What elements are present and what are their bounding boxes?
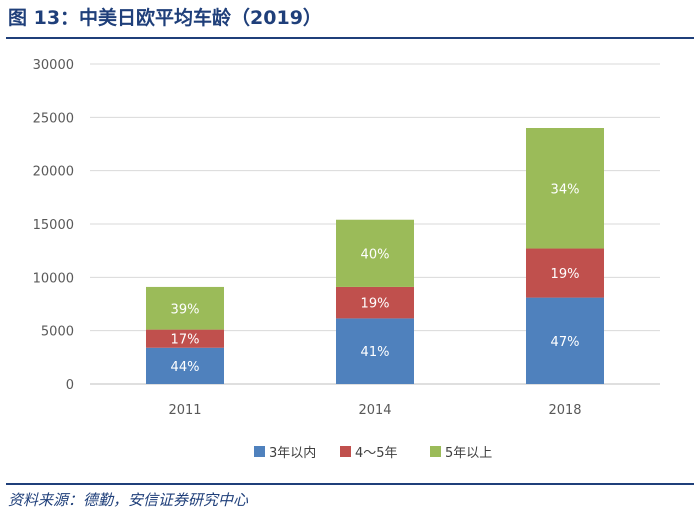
legend-swatch [254,446,265,457]
legend-label: 3年以内 [269,445,316,461]
bar-segment [336,219,414,287]
data-label: 41% [361,345,390,360]
figure-source: 资料来源：德勤，安信证券研究中心 [8,491,249,509]
data-label: 47% [551,335,580,350]
bar-segment [146,347,224,384]
figure-title: 图 13：中美日欧平均车龄（2019） [8,7,322,29]
legend: 3年以内 4～5年 5年以上 [254,445,492,461]
data-label: 17% [171,333,200,348]
y-tick-label: 15000 [33,218,74,233]
legend-swatch [340,446,351,457]
y-tick-label: 25000 [33,111,74,126]
data-label: 39% [171,302,200,317]
y-tick-label: 20000 [33,165,74,180]
data-label: 34% [551,182,580,197]
legend-label: 5年以上 [445,446,492,461]
x-tick-label: 2018 [548,403,581,418]
y-tick-label: 10000 [33,271,74,286]
bar-segment [526,128,604,249]
legend-swatch [430,446,441,457]
bar-segment [146,286,224,330]
y-tick-label: 30000 [33,58,74,73]
data-label: 19% [361,297,390,312]
x-tick-label: 2011 [168,403,201,418]
source-rule [6,483,694,485]
bar-segment [146,329,224,348]
data-label: 44% [171,360,200,375]
title-rule [6,37,694,39]
bar-segment [526,297,604,384]
legend-label: 4～5年 [355,446,398,461]
x-axis: 2011 2014 2018 [168,403,581,418]
data-label: 19% [551,267,580,282]
bar-segment [526,248,604,298]
stacked-bar-chart: 0 5000 10000 15000 20000 25000 30000 44% 17% 39%… [33,58,660,461]
bars: 44% 17% 39% 41% 19% 40% 47% 19% 34% [146,128,604,384]
x-tick-label: 2014 [358,403,391,418]
y-axis: 0 5000 10000 15000 20000 25000 30000 [33,58,74,393]
y-tick-label: 0 [66,378,74,393]
bar-segment [336,286,414,319]
y-tick-label: 5000 [41,325,74,340]
bar-segment [336,318,414,384]
data-label: 40% [361,247,390,262]
